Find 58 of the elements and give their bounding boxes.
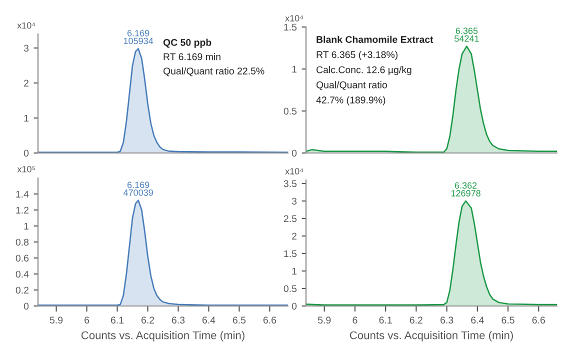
x-tick-label: 6 — [352, 316, 358, 324]
x-axis-title: Counts vs. Acquisition Time (min) — [81, 331, 244, 342]
x-tick-label: 6.5 — [232, 316, 246, 324]
y-tick-label: 2.5 — [284, 215, 297, 222]
y-axis-title: x10⁴ — [285, 15, 304, 22]
y-tick-label: 0.4 — [16, 270, 29, 278]
annotation: 42.7% (189.9%) — [316, 96, 386, 106]
y-tick-label: 0 — [24, 150, 29, 157]
x-tick-label: 6.6 — [263, 316, 276, 324]
annotation: QC 50 ppb — [163, 38, 212, 48]
x-tick-label: 5.9 — [50, 316, 63, 324]
x-tick-label: 6.3 — [172, 316, 185, 324]
x-tick-label: 6.1 — [111, 316, 124, 324]
annotation: Qual/Quant ratio 22.5% — [163, 67, 264, 76]
annotation: 6.169 105934 — [124, 30, 154, 44]
y-axis-title: x10⁴ — [285, 168, 304, 174]
annotation: 6.362 126978 — [451, 182, 480, 196]
annotation: RT 6.365 (+3.18%) — [316, 50, 398, 60]
y-tick-label: 0.8 — [16, 238, 29, 246]
annotation: Blank Chamomile Extract — [316, 36, 434, 43]
y-tick-label: 1.5 — [284, 250, 297, 258]
y-tick-label: 1 — [24, 114, 28, 122]
y-axis-title: x10⁴ — [17, 22, 36, 29]
annotation: 6.169 470039 — [123, 182, 153, 196]
x-tick-label: 6.4 — [471, 316, 484, 324]
annotation: RT 6.169 min — [164, 53, 220, 60]
y-tick-label: 1 — [24, 222, 28, 230]
y-tick-label: 0.2 — [16, 286, 28, 294]
y-tick-label: 1 — [292, 66, 296, 73]
x-tick-label: 6.3 — [440, 316, 454, 324]
y-tick-label: 1.4 — [16, 190, 29, 198]
x-tick-label: 6 — [84, 316, 90, 324]
x-tick-label: 6.6 — [532, 316, 545, 324]
y-tick-label: 3 — [292, 198, 297, 205]
annotation: 6.365 54241 — [454, 28, 479, 42]
y-tick-label: 0.5 — [284, 285, 297, 292]
y-tick-label: 3.5 — [284, 180, 297, 188]
y-tick-label: 0 — [292, 302, 297, 310]
annotation: Qual/Quant ratio — [316, 81, 387, 90]
x-tick-label: 6.1 — [379, 316, 392, 324]
y-tick-label: 0.6 — [16, 254, 29, 262]
x-tick-label: 6.2 — [141, 316, 154, 324]
y-tick-label: 0 — [24, 302, 29, 310]
y-axis-title: x10⁵ — [17, 166, 35, 172]
y-tick-label: 2 — [24, 80, 28, 87]
y-tick-label: 0 — [292, 150, 297, 157]
x-tick-label: 6.2 — [410, 316, 422, 324]
y-tick-label: 0.5 — [284, 108, 297, 115]
x-axis-title: Counts vs. Acquisition Time (min) — [350, 331, 513, 342]
y-tick-label: 1 — [292, 268, 296, 275]
y-tick-label: 3 — [24, 44, 29, 52]
y-tick-label: 2 — [292, 232, 296, 240]
annotation: Calc.Conc. 12.6 µg/kg — [316, 66, 412, 76]
y-tick-label: 1.5 — [284, 24, 297, 31]
y-tick-label: 1.2 — [16, 206, 28, 214]
x-tick-label: 5.9 — [318, 316, 331, 324]
x-tick-label: 6.4 — [202, 316, 216, 324]
x-tick-label: 6.5 — [502, 316, 514, 324]
